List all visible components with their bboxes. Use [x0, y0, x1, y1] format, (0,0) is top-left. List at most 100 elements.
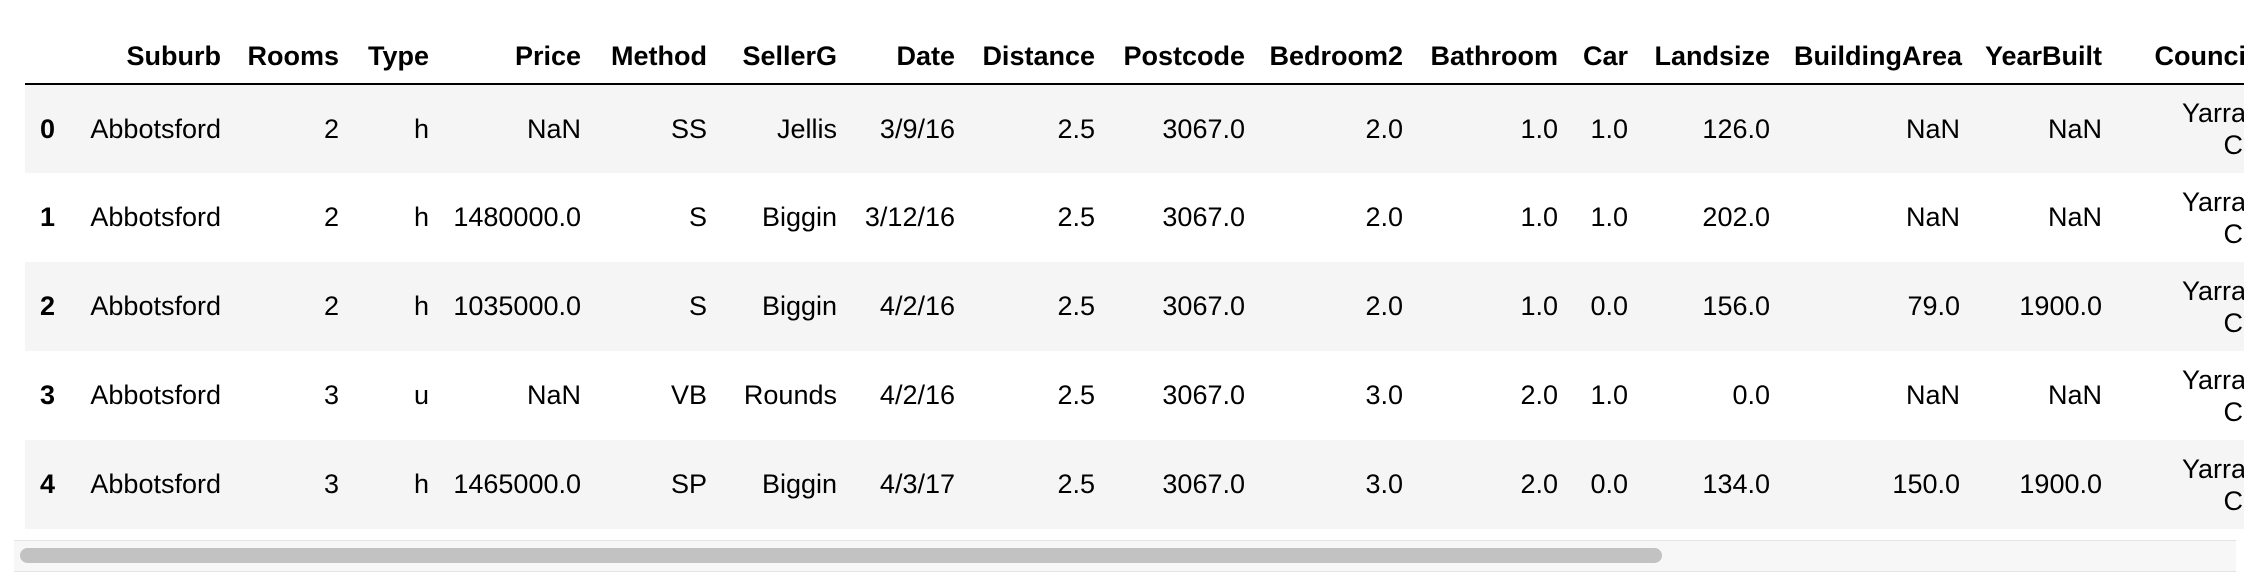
cell-councilarea: Yarra C Cou [2114, 262, 2244, 351]
cell-suburb: Abbotsford [90, 469, 221, 499]
cell-sellerg: Biggin [761, 469, 837, 499]
cell-yearbuilt: 1900.0 [2019, 469, 2102, 499]
cell-rooms: 2 [323, 291, 339, 321]
column-header-distance: Distance [967, 29, 1107, 85]
cell-yearbuilt: NaN [2047, 202, 2102, 232]
cell-councilarea: Yarra C Cou [2114, 173, 2244, 262]
cell-car: 0.0 [1590, 291, 1628, 321]
cell-landsize: 126.0 [1702, 113, 1770, 144]
cell-rooms: 2 [323, 113, 339, 144]
cell-distance: 2.5 [1057, 380, 1095, 410]
cell-rooms: 2 [323, 202, 339, 232]
cell-bathroom: 1.0 [1520, 291, 1558, 321]
row-index: 0 [40, 113, 56, 144]
column-header-suburb: Suburb [71, 29, 233, 85]
cell-type: h [413, 469, 429, 499]
cell-councilarea: Yarra C Cou [2114, 84, 2244, 173]
cell-postcode: 3067.0 [1162, 380, 1245, 410]
cell-postcode: 3067.0 [1162, 469, 1245, 499]
cell-method: S [688, 202, 707, 232]
horizontal-scrollbar[interactable] [14, 540, 2236, 572]
cell-price: 1035000.0 [453, 291, 581, 321]
cell-postcode: 3067.0 [1162, 291, 1245, 321]
cell-councilarea-line2: Cou [2223, 396, 2244, 427]
cell-postcode: 3067.0 [1162, 202, 1245, 232]
column-header-index [25, 29, 71, 85]
cell-buildingarea: 150.0 [1892, 469, 1960, 499]
cell-sellerg: Biggin [761, 291, 837, 321]
cell-buildingarea: NaN [1905, 113, 1960, 144]
cell-price: 1465000.0 [453, 469, 581, 499]
cell-distance: 2.5 [1057, 113, 1095, 144]
dataframe-output: Suburb Rooms Type Price Method SellerG D… [25, 0, 2244, 540]
cell-distance: 2.5 [1057, 291, 1095, 321]
column-header-type: Type [351, 29, 441, 85]
cell-councilarea: Yarra C Cou [2114, 351, 2244, 440]
cell-bathroom: 1.0 [1520, 202, 1558, 232]
cell-car: 0.0 [1590, 469, 1628, 499]
row-index: 4 [40, 469, 56, 499]
cell-bedroom2: 2.0 [1365, 291, 1403, 321]
cell-councilarea: Yarra C Cou [2114, 440, 2244, 529]
cell-suburb: Abbotsford [90, 291, 221, 321]
column-header-postcode: Postcode [1107, 29, 1257, 85]
cell-sellerg: Jellis [776, 113, 837, 144]
cell-suburb: Abbotsford [90, 380, 221, 410]
column-header-price: Price [441, 29, 593, 85]
horizontal-scrollbar-thumb[interactable] [20, 548, 1662, 563]
cell-rooms: 3 [323, 380, 339, 410]
row-index: 2 [40, 291, 56, 321]
cell-price: NaN [526, 113, 581, 144]
cell-yearbuilt: 1900.0 [2019, 291, 2102, 321]
cell-landsize: 202.0 [1702, 202, 1770, 232]
column-header-date: Date [849, 29, 967, 85]
cell-type: u [413, 380, 429, 410]
column-header-landsize: Landsize [1640, 29, 1782, 85]
cell-car: 1.0 [1590, 113, 1628, 144]
cell-yearbuilt: NaN [2047, 113, 2102, 144]
cell-councilarea-line2: Cou [2223, 485, 2244, 516]
cell-date: 4/2/16 [879, 291, 955, 321]
cell-type: h [413, 291, 429, 321]
cell-councilarea-line2: Cou [2223, 307, 2244, 338]
row-index: 1 [40, 202, 56, 232]
cell-bathroom: 1.0 [1520, 113, 1558, 144]
column-header-car: Car [1570, 29, 1640, 85]
cell-method: SS [670, 113, 707, 144]
cell-bathroom: 2.0 [1520, 380, 1558, 410]
cell-councilarea-line1: Yarra C [2181, 453, 2244, 484]
column-header-rooms: Rooms [233, 29, 351, 85]
dataframe-table: Suburb Rooms Type Price Method SellerG D… [25, 29, 2244, 529]
cell-date: 4/3/17 [879, 469, 955, 499]
cell-councilarea-line2: Cou [2223, 130, 2244, 160]
cell-type: h [413, 202, 429, 232]
cell-car: 1.0 [1590, 202, 1628, 232]
table-row: 0 Abbotsford 2 h NaN SS Jellis 3/9/16 2.… [25, 84, 2244, 173]
cell-landsize: 156.0 [1702, 291, 1770, 321]
cell-buildingarea: NaN [1905, 380, 1960, 410]
cell-date: 3/9/16 [879, 113, 955, 144]
cell-method: SP [670, 469, 707, 499]
cell-councilarea-line1: Yarra C [2181, 275, 2244, 306]
cell-distance: 2.5 [1057, 202, 1095, 232]
cell-bedroom2: 2.0 [1365, 202, 1403, 232]
cell-councilarea-line2: Cou [2223, 218, 2244, 249]
header-row: Suburb Rooms Type Price Method SellerG D… [25, 29, 2244, 85]
column-header-buildingarea: BuildingArea [1782, 29, 1972, 85]
cell-price: NaN [526, 380, 581, 410]
row-index: 3 [40, 380, 56, 410]
cell-method: S [688, 291, 707, 321]
cell-type: h [413, 113, 429, 144]
table-row: 1 Abbotsford 2 h 1480000.0 S Biggin 3/12… [25, 173, 2244, 262]
cell-price: 1480000.0 [453, 202, 581, 232]
cell-yearbuilt: NaN [2047, 380, 2102, 410]
column-header-sellerg: SellerG [719, 29, 849, 85]
cell-suburb: Abbotsford [90, 113, 221, 144]
cell-bedroom2: 2.0 [1365, 113, 1403, 144]
cell-date: 4/2/16 [879, 380, 955, 410]
column-header-councilarea: CouncilA [2114, 29, 2244, 85]
cell-distance: 2.5 [1057, 469, 1095, 499]
column-header-bedroom2: Bedroom2 [1257, 29, 1415, 85]
cell-landsize: 134.0 [1702, 469, 1770, 499]
cell-bedroom2: 3.0 [1365, 380, 1403, 410]
